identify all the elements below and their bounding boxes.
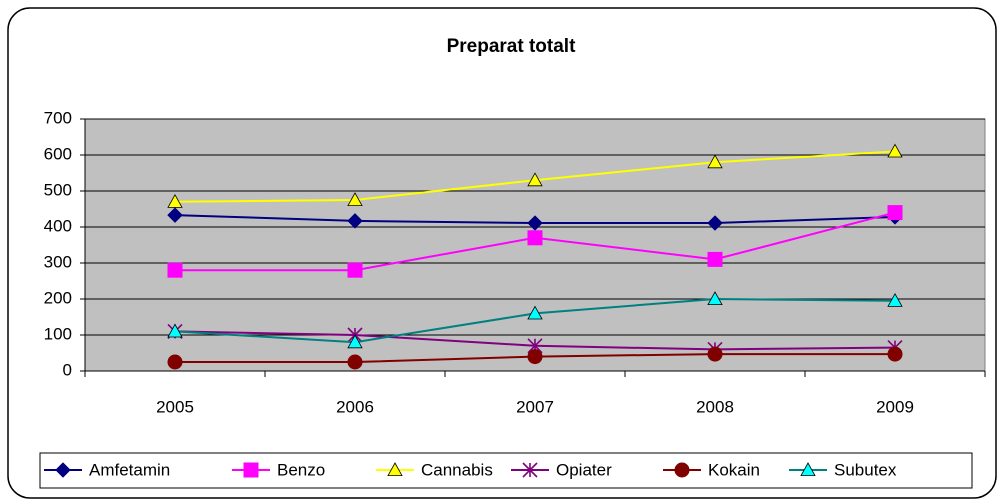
marker (167, 207, 183, 223)
y-tick-label: 600 (44, 144, 72, 163)
marker (707, 346, 723, 362)
marker (527, 305, 543, 320)
x-tick-label: 2009 (876, 397, 914, 416)
series (167, 346, 903, 370)
marker (887, 143, 903, 158)
marker (347, 334, 363, 349)
x-tick-label: 2008 (696, 397, 734, 416)
legend-label: Benzo (277, 460, 325, 479)
marker (347, 213, 363, 229)
marker (887, 205, 903, 221)
legend-label: Subutex (834, 460, 897, 479)
marker (387, 462, 403, 477)
y-tick-label: 700 (44, 108, 72, 127)
marker (167, 193, 183, 208)
legend-item: Opiater (511, 460, 612, 479)
legend-box (39, 452, 973, 489)
x-tick-label: 2007 (516, 397, 554, 416)
marker (527, 349, 543, 365)
y-tick-label: 300 (44, 252, 72, 271)
legend-item: Benzo (232, 460, 325, 479)
marker (347, 192, 363, 207)
legend-label: Opiater (556, 460, 612, 479)
marker (347, 354, 363, 370)
series (167, 143, 903, 208)
series (167, 291, 903, 349)
marker (243, 462, 259, 478)
marker (527, 215, 543, 231)
y-tick-label: 500 (44, 180, 72, 199)
marker (522, 462, 538, 478)
y-tick-label: 400 (44, 216, 72, 235)
series (167, 205, 903, 278)
legend-item: Kokain (663, 460, 760, 479)
y-tick-label: 100 (44, 324, 72, 343)
y-tick-label: 200 (44, 288, 72, 307)
legend-item: Subutex (789, 460, 897, 479)
marker (707, 251, 723, 267)
x-tick-label: 2006 (336, 397, 374, 416)
marker (707, 215, 723, 231)
y-tick-label: 0 (63, 360, 72, 379)
x-tick-label: 2005 (156, 397, 194, 416)
legend-label: Kokain (708, 460, 760, 479)
marker (167, 262, 183, 278)
marker (887, 346, 903, 362)
marker (527, 230, 543, 246)
chart-title: Preparat totalt (447, 36, 576, 57)
legend-item: Cannabis (376, 460, 493, 479)
marker (707, 154, 723, 169)
legend-label: Cannabis (421, 460, 493, 479)
marker (347, 262, 363, 278)
marker (674, 462, 690, 478)
legend-item: Amfetamin (44, 460, 170, 479)
marker (527, 172, 543, 187)
marker (887, 292, 903, 307)
marker (167, 354, 183, 370)
marker (167, 323, 183, 338)
marker (707, 291, 723, 306)
marker (55, 462, 71, 478)
marker (800, 462, 816, 477)
legend-label: Amfetamin (89, 460, 170, 479)
